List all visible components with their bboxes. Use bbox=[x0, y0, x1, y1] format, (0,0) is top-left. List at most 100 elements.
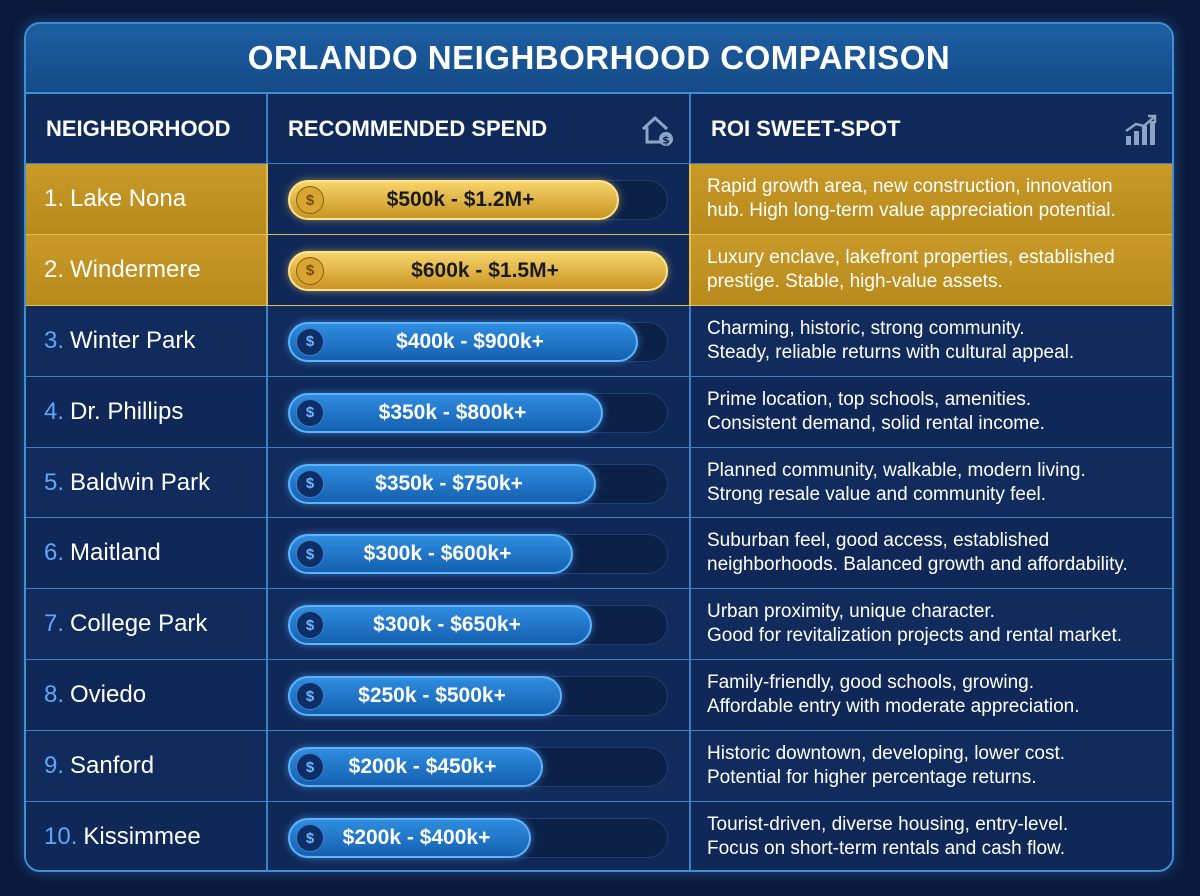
neighborhood-name: Sanford bbox=[70, 752, 155, 780]
spend-bar: $ $250k - $500k+ bbox=[288, 676, 562, 717]
spend-cell: $ $300k - $650k+ bbox=[266, 589, 689, 660]
rank-number: 2. bbox=[44, 255, 65, 283]
table-row: 3. Winter Park $ $400k - $900k+ Charming, hi… bbox=[26, 305, 1172, 377]
roi-line-1: Prime location, top schools, amenities. bbox=[707, 388, 1032, 410]
spend-range: $300k - $600k+ bbox=[363, 542, 512, 566]
neighborhood-name: Baldwin Park bbox=[70, 468, 211, 496]
roi-line-1: Urban proximity, unique character. bbox=[707, 601, 995, 623]
neighborhood-cell: 5. Baldwin Park bbox=[26, 448, 266, 518]
neighborhood-cell: 3. Winter Park bbox=[26, 306, 266, 376]
spend-range: $600k - $1.5M+ bbox=[411, 258, 559, 282]
dollar-coin-icon: $ bbox=[296, 186, 324, 214]
roi-line-2: Strong resale value and community feel. bbox=[707, 483, 1047, 505]
table-row: 2. Windermere $ $600k - $1.5M+ Luxury enclav… bbox=[26, 234, 1172, 306]
rank-number: 1. bbox=[44, 184, 65, 212]
rank-number: 10. bbox=[44, 822, 78, 850]
header-neighborhood: NEIGHBORHOOD bbox=[26, 94, 266, 163]
dollar-coin-icon: $ bbox=[296, 469, 324, 498]
roi-cell: Planned community, walkable, modern livi… bbox=[689, 447, 1172, 518]
neighborhood-cell: 9. Sanford bbox=[26, 731, 266, 801]
neighborhood-cell: 2. Windermere bbox=[26, 235, 266, 305]
roi-line-2: Potential for higher percentage returns. bbox=[707, 767, 1037, 789]
spend-bar: $ $300k - $600k+ bbox=[288, 534, 573, 575]
dollar-coin-icon: $ bbox=[296, 753, 324, 782]
header-neighborhood-label: NEIGHBORHOOD bbox=[46, 115, 231, 141]
neighborhood-cell: 7. College Park bbox=[26, 589, 266, 659]
roi-line-1: Family-friendly, good schools, growing. bbox=[707, 672, 1035, 694]
neighborhood-name: Maitland bbox=[70, 539, 161, 567]
neighborhood-name: College Park bbox=[70, 610, 208, 638]
neighborhood-name: Lake Nona bbox=[70, 184, 187, 212]
table-row: 1. Lake Nona $ $500k - $1.2M+ Rapid growth a… bbox=[26, 164, 1172, 235]
spend-cell: $ $200k - $400k+ bbox=[266, 802, 689, 870]
header-roi: ROI SWEET-SPOT bbox=[689, 94, 1172, 163]
roi-line-2: Focus on short-term rentals and cash flo… bbox=[707, 837, 1065, 859]
roi-line-1: Rapid growth area, new construction, inn… bbox=[707, 175, 1113, 197]
spend-bar: $ $600k - $1.5M+ bbox=[288, 250, 668, 291]
rank-number: 8. bbox=[44, 681, 65, 709]
table-row: 5. Baldwin Park $ $350k - $750k+ Planned com… bbox=[26, 447, 1172, 519]
table-row: 7. College Park $ $300k - $650k+ Urban proxi… bbox=[26, 589, 1172, 661]
house-dollar-icon: $ bbox=[639, 112, 675, 154]
neighborhood-cell: 8. Oviedo bbox=[26, 660, 266, 730]
header-roi-label: ROI SWEET-SPOT bbox=[711, 115, 901, 141]
table-row: 8. Oviedo $ $250k - $500k+ Family-friendly, … bbox=[26, 660, 1172, 732]
spend-range: $300k - $650k+ bbox=[373, 613, 521, 637]
dollar-coin-icon: $ bbox=[296, 256, 324, 285]
neighborhood-name: Windermere bbox=[70, 255, 201, 283]
roi-cell: Charming, historic, strong community. Ste… bbox=[689, 305, 1172, 376]
neighborhood-cell: 4. Dr. Phillips bbox=[26, 377, 266, 447]
rank-number: 3. bbox=[44, 326, 65, 354]
roi-line-1: Historic downtown, developing, lower cos… bbox=[707, 743, 1066, 765]
dollar-coin-icon: $ bbox=[296, 682, 324, 711]
spend-range: $250k - $500k+ bbox=[358, 684, 506, 708]
table-body: 1. Lake Nona $ $500k - $1.2M+ Rapid growth a… bbox=[26, 164, 1172, 870]
neighborhood-name: Oviedo bbox=[70, 681, 147, 709]
header-spend-label: RECOMMENDED SPEND bbox=[288, 115, 548, 141]
roi-cell: Tourist-driven, diverse housing, entry-l… bbox=[689, 802, 1172, 870]
spend-bar: $ $300k - $650k+ bbox=[288, 605, 592, 646]
rank-number: 7. bbox=[44, 610, 65, 638]
spend-cell: $ $500k - $1.2M+ bbox=[266, 164, 689, 234]
spend-range: $400k - $900k+ bbox=[396, 329, 544, 353]
neighborhood-name: Winter Park bbox=[70, 326, 196, 354]
roi-cell: Rapid growth area, new construction, inn… bbox=[689, 164, 1172, 234]
table-row: 6. Maitland $ $300k - $600k+ Suburban feel, … bbox=[26, 518, 1172, 590]
spend-cell: $ $350k - $800k+ bbox=[266, 376, 689, 447]
spend-bar: $ $350k - $800k+ bbox=[288, 392, 603, 433]
roi-cell: Urban proximity, unique character. Good f… bbox=[689, 589, 1172, 660]
roi-cell: Family-friendly, good schools, growing. A… bbox=[689, 660, 1172, 731]
spend-cell: $ $250k - $500k+ bbox=[266, 660, 689, 731]
roi-line-1: Tourist-driven, diverse housing, entry-l… bbox=[707, 813, 1069, 835]
table-row: 10. Kissimmee $ $200k - $400k+ Tourist-drive… bbox=[26, 802, 1172, 870]
spend-cell: $ $350k - $750k+ bbox=[266, 447, 689, 518]
roi-line-1: Suburban feel, good access, established bbox=[707, 530, 1050, 552]
spend-bar: $ $200k - $400k+ bbox=[288, 818, 531, 859]
roi-line-2: prestige. Stable, high-value assets. bbox=[707, 270, 1003, 292]
spend-cell: $ $600k - $1.5M+ bbox=[266, 234, 689, 305]
table-title: ORLANDO NEIGHBORHOOD COMPARISON bbox=[26, 24, 1172, 94]
spend-bar: $ $500k - $1.2M+ bbox=[288, 180, 619, 220]
neighborhood-name: Kissimmee bbox=[83, 822, 201, 850]
roi-cell: Luxury enclave, lakefront properties, es… bbox=[689, 234, 1172, 305]
spend-range: $200k - $400k+ bbox=[342, 826, 491, 850]
spend-bar: $ $200k - $450k+ bbox=[288, 747, 543, 788]
spend-bar: $ $350k - $750k+ bbox=[288, 463, 596, 504]
dollar-coin-icon: $ bbox=[296, 540, 324, 569]
spend-cell: $ $200k - $450k+ bbox=[266, 731, 689, 802]
roi-line-1: Luxury enclave, lakefront properties, es… bbox=[707, 246, 1115, 268]
roi-line-1: Charming, historic, strong community. bbox=[707, 317, 1025, 339]
spend-cell: $ $400k - $900k+ bbox=[266, 305, 689, 376]
rank-number: 4. bbox=[44, 397, 65, 425]
roi-line-2: Consistent demand, solid rental income. bbox=[707, 412, 1045, 434]
roi-cell: Historic downtown, developing, lower cos… bbox=[689, 731, 1172, 802]
dollar-coin-icon: $ bbox=[296, 824, 324, 853]
header-spend: RECOMMENDED SPEND $ bbox=[266, 94, 689, 163]
spend-range: $350k - $800k+ bbox=[378, 400, 527, 424]
roi-line-2: Good for revitalization projects and ren… bbox=[707, 625, 1123, 647]
svg-text:$: $ bbox=[662, 134, 670, 147]
dollar-coin-icon: $ bbox=[296, 398, 324, 427]
header-row: NEIGHBORHOOD RECOMMENDED SPEND $ ROI SWE… bbox=[26, 94, 1172, 164]
rank-number: 6. bbox=[44, 539, 65, 567]
roi-line-1: Planned community, walkable, modern livi… bbox=[707, 459, 1086, 481]
